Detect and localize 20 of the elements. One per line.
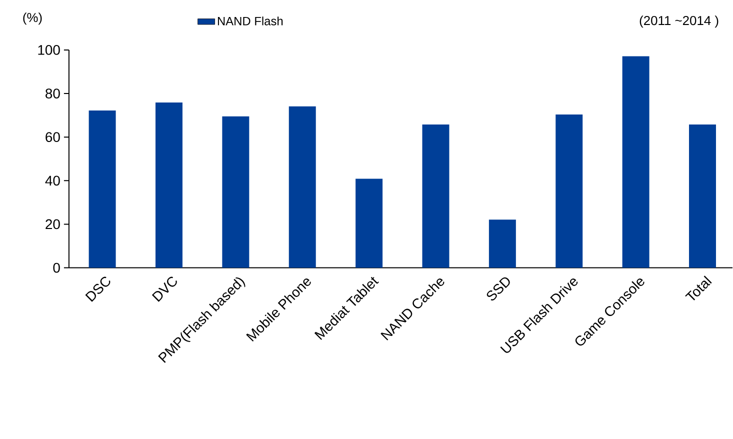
y-tick-label: 0	[53, 263, 60, 273]
bar	[222, 116, 250, 268]
legend-label: NAND Flash	[218, 16, 283, 26]
bar	[689, 124, 716, 268]
bar	[556, 114, 583, 268]
y-axis-title: (%)	[23, 12, 42, 25]
y-tick-label: 40	[45, 176, 60, 186]
bar	[156, 102, 182, 268]
bar	[288, 106, 316, 268]
x-tick-label: SSD	[486, 277, 510, 301]
y-tick-label: 20	[46, 219, 60, 230]
y-tick-label: 60	[46, 132, 60, 142]
bar	[622, 56, 650, 268]
bar	[88, 110, 116, 268]
bar	[488, 220, 516, 268]
bar	[422, 124, 450, 268]
bar	[356, 178, 383, 268]
text: (2011 ~2014 )	[640, 16, 718, 28]
y-tick-label: 100	[38, 45, 60, 56]
y-tick-label: 80	[46, 88, 60, 99]
